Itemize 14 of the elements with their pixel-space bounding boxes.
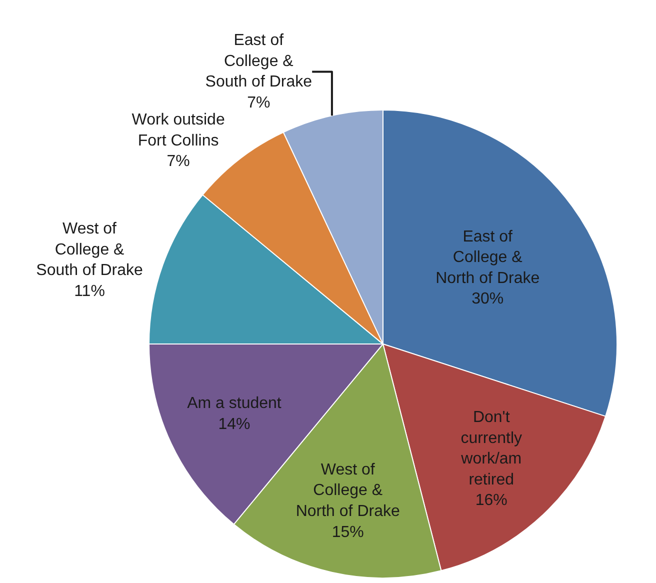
- data-label: 16%: [475, 492, 508, 510]
- data-label: 15%: [332, 524, 364, 541]
- slice-label: West of College & South of Drake: [36, 220, 143, 280]
- data-label: 7%: [247, 94, 270, 112]
- slice-label: Am a student: [187, 394, 282, 412]
- data-label: 30%: [472, 290, 504, 308]
- slice-label: Work outside Fort Collins: [132, 112, 225, 150]
- data-label: 11%: [74, 282, 105, 300]
- slice-label: East of College & North of Drake: [436, 228, 540, 287]
- data-label: 7%: [166, 153, 190, 170]
- slice-label: West of College & North of Drake: [296, 461, 400, 520]
- data-label: 14%: [218, 416, 250, 433]
- slice-label: Don't currently work/am retired: [460, 409, 522, 488]
- slice-label: East of College & South of Drake: [205, 32, 312, 91]
